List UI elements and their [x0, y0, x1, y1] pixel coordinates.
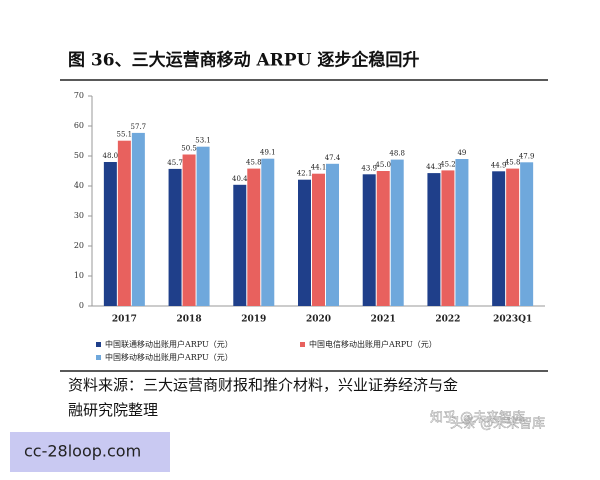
y-tick-label: 20 [74, 241, 84, 250]
value-label: 44.9 [491, 161, 507, 169]
value-label: 43.9 [361, 164, 377, 172]
chart-title: 图 36、三大运营商移动 ARPU 逐步企稳回升 [68, 50, 419, 71]
x-tick-label: 2017 [112, 315, 137, 325]
value-label: 40.4 [232, 175, 248, 183]
bar [390, 159, 404, 306]
source-line: 资料来源：三大运营商财报和推介材料，兴业证券经济与金 [68, 376, 458, 394]
value-label: 53.1 [195, 137, 211, 145]
value-label: 45.0 [375, 161, 391, 169]
value-label: 48.8 [389, 150, 405, 158]
value-label: 47.4 [325, 154, 341, 162]
y-tick-label: 0 [79, 301, 84, 310]
overlay-box [10, 432, 170, 472]
bar [492, 171, 506, 306]
bar [326, 163, 339, 306]
bar [312, 173, 325, 306]
bar [298, 179, 311, 306]
bar [506, 168, 520, 306]
bar [520, 162, 534, 306]
x-tick-label: 2022 [435, 315, 460, 325]
bar [427, 173, 441, 306]
value-label: 57.7 [131, 123, 147, 131]
value-label: 48.0 [103, 152, 119, 160]
bar [261, 158, 275, 306]
value-label: 45.7 [167, 159, 183, 167]
x-tick-label: 2023Q1 [493, 315, 532, 325]
legend-label: 中国电信移动出账用户ARPU（元） [309, 339, 437, 349]
value-label: 45.8 [505, 159, 521, 167]
bar [247, 168, 261, 306]
bar [103, 162, 117, 306]
value-label: 55.1 [117, 131, 133, 139]
value-label: 50.5 [181, 145, 197, 153]
bar [233, 184, 247, 306]
bar [131, 132, 145, 306]
watermark: 头条 @未来智库 [450, 416, 545, 432]
overlay-text: cc-28loop.com [24, 442, 141, 461]
legend-swatch [300, 342, 305, 347]
y-tick-label: 50 [74, 151, 84, 160]
x-tick-label: 2019 [241, 315, 266, 325]
value-label: 47.9 [519, 152, 535, 160]
bar [455, 159, 469, 306]
x-tick-label: 2021 [371, 315, 396, 325]
y-tick-label: 30 [74, 211, 84, 220]
y-tick-label: 70 [74, 91, 84, 100]
legend-label: 中国移动移动出账用户ARPU（元） [105, 352, 233, 362]
source-line: 融研究院整理 [68, 401, 158, 419]
value-label: 44.3 [426, 163, 442, 171]
y-tick-label: 40 [74, 181, 84, 190]
value-label: 44.1 [311, 164, 327, 172]
value-label: 49 [457, 149, 466, 157]
watermark: 知乎 @未来智库 [430, 410, 525, 426]
value-label: 45.2 [440, 160, 456, 168]
bar [362, 174, 376, 306]
bar [182, 154, 196, 306]
x-tick-label: 2020 [306, 315, 331, 325]
y-tick-label: 10 [74, 271, 84, 280]
legend-label: 中国联通移动出账用户ARPU（元） [105, 339, 233, 349]
value-label: 45.8 [246, 159, 262, 167]
legend-swatch [96, 355, 101, 360]
bar [196, 146, 210, 306]
value-label: 49.1 [260, 149, 276, 157]
bar [117, 140, 131, 306]
value-label: 42.1 [297, 170, 313, 178]
x-tick-label: 2018 [177, 315, 202, 325]
bar [168, 168, 182, 306]
y-tick-label: 60 [74, 121, 84, 130]
bar [376, 171, 390, 306]
bar [441, 170, 455, 306]
legend-swatch [96, 342, 101, 347]
